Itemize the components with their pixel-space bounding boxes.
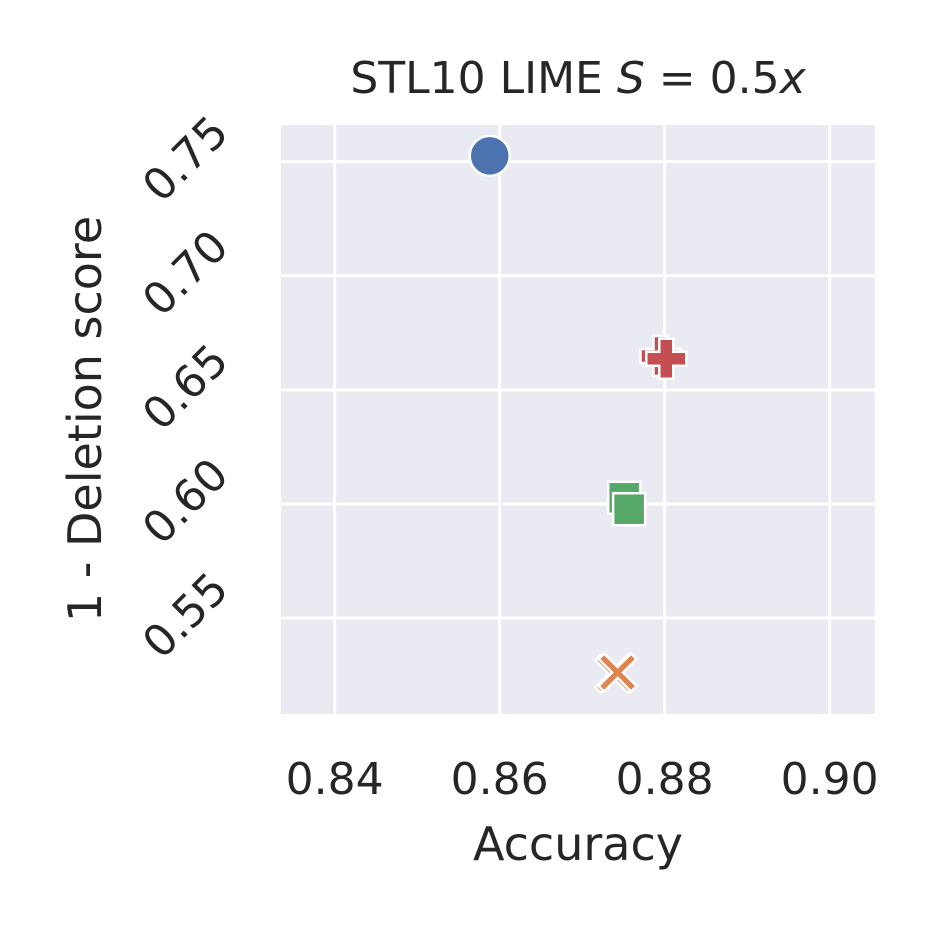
- x-tick-label: 0.86: [451, 754, 549, 805]
- x-tick-labels: 0.84 0.86 0.88 0.90: [286, 754, 879, 805]
- grid-lines: [281, 125, 875, 714]
- x-tick-label: 0.84: [286, 754, 384, 805]
- y-tick-label: 0.60: [133, 449, 238, 554]
- data-point-x: [596, 651, 639, 694]
- y-tick-label: 0.70: [133, 221, 238, 326]
- y-tick-labels: 0.550.600.650.700.75: [133, 107, 238, 669]
- y-tick-label: 0.75: [133, 107, 238, 212]
- x-tick-label: 0.88: [616, 754, 714, 805]
- chart-title: STL10 LIME S = 0.5x: [350, 53, 806, 104]
- plot-background: [281, 125, 875, 714]
- x-tick-label: 0.90: [781, 754, 879, 805]
- data-point-plus: [645, 337, 688, 381]
- y-axis-label: 1 - Deletion score: [58, 216, 112, 622]
- y-tick-label: 0.55: [133, 563, 238, 668]
- y-tick-label: 0.65: [133, 335, 238, 440]
- data-points: [468, 134, 688, 695]
- data-point-square: [611, 491, 647, 527]
- x-axis-label: Accuracy: [473, 817, 683, 871]
- data-point-circle: [468, 134, 511, 178]
